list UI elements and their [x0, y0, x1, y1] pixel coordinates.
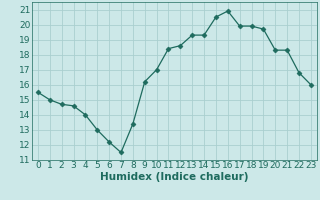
- X-axis label: Humidex (Indice chaleur): Humidex (Indice chaleur): [100, 172, 249, 182]
